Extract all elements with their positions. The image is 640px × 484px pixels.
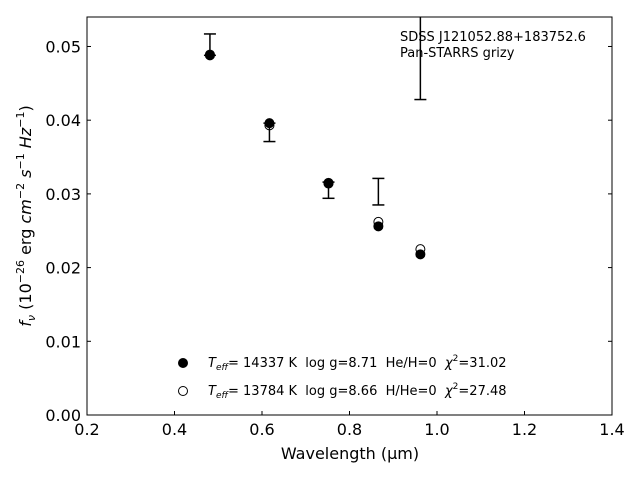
model-point-open — [204, 49, 215, 60]
x-tick-label: 0.4 — [162, 420, 187, 439]
y-axis-title: fν (10−26 erg cm−2 s−1 Hz−1) — [14, 105, 38, 326]
y-axis-title-mid: erg — [16, 224, 35, 260]
y-axis-title-nu: ν — [25, 315, 38, 321]
model-point-filled — [204, 50, 215, 61]
legend-open-t: T — [208, 384, 217, 399]
legend-filled-t: T — [208, 356, 217, 371]
legend-open-t-sub: eff — [216, 391, 230, 401]
y-axis-title-cm-exp: −2 — [14, 183, 27, 199]
y-tick-label: 0.02 — [45, 259, 81, 278]
y-axis-title-s-exp: −1 — [14, 153, 27, 169]
x-tick-label: 1.0 — [424, 420, 449, 439]
annotation-survey: Pan-STARRS grizy — [400, 46, 515, 61]
x-tick-label: 0.8 — [337, 420, 362, 439]
model-point-open — [415, 244, 426, 255]
legend-filled-chi: χ — [444, 356, 454, 371]
legend-marker-open — [178, 386, 188, 396]
x-tick-label: 1.4 — [599, 420, 624, 439]
legend-entry-filled: Teff= 14337 K log g=8.71 He/H=0 χ2=31.02 — [208, 354, 507, 373]
y-axis-title-hz: Hz — [16, 127, 35, 153]
y-tick-label: 0.04 — [45, 111, 81, 130]
y-axis-title-s: s — [16, 170, 35, 183]
legend-open-chi: χ — [444, 384, 454, 399]
y-axis-title-f: f — [16, 319, 35, 327]
axis-ticks: 0.2 0.4 0.6 0.8 1.0 1.2 1.4 0.00 0.01 0.02 0.03 0.0… — [45, 37, 624, 439]
model-point-filled — [264, 118, 275, 129]
legend-filled-params: = 14337 K log g=8.71 He/H=0 — [228, 356, 445, 371]
y-axis-title-exp: −26 — [14, 260, 27, 283]
y-axis-title-close: ) — [16, 105, 35, 111]
model-point-open — [373, 216, 384, 227]
y-tick-label: 0.05 — [45, 37, 81, 56]
x-tick-label: 0.2 — [74, 420, 99, 439]
annotation-object-name: SDSS J121052.88+183752.6 — [400, 30, 586, 45]
legend: Teff= 14337 K log g=8.71 He/H=0 χ2=31.02… — [178, 354, 507, 401]
y-axis-title-open: (10 — [16, 283, 35, 315]
x-tick-label: 0.6 — [249, 420, 274, 439]
legend-filled-t-sub: eff — [216, 363, 230, 373]
model-point-filled — [323, 177, 334, 188]
y-axis-title-cm: cm — [16, 199, 35, 223]
y-tick-label: 0.03 — [45, 185, 81, 204]
legend-filled-chi-value: =31.02 — [458, 356, 506, 371]
legend-filled-chi-sup: 2 — [453, 354, 459, 364]
legend-marker-filled — [178, 358, 188, 368]
y-axis-title-hz-exp: −1 — [14, 112, 27, 128]
legend-entry-open: Teff= 13784 K log g=8.66 H/He=0 χ2=27.48 — [208, 382, 507, 401]
model-point-open — [323, 178, 334, 189]
y-tick-label: 0.00 — [45, 406, 81, 425]
model-point-open — [264, 120, 275, 131]
x-tick-label: 1.2 — [512, 420, 537, 439]
plot-frame — [86, 16, 613, 416]
y-tick-label: 0.01 — [45, 332, 81, 351]
legend-open-chi-value: =27.48 — [458, 384, 506, 399]
model-point-filled — [415, 249, 426, 260]
data-points — [204, 49, 426, 260]
x-axis-title: Wavelength (μm) — [281, 444, 419, 463]
legend-open-chi-sup: 2 — [453, 382, 459, 392]
legend-open-params: = 13784 K log g=8.66 H/He=0 — [228, 384, 445, 399]
